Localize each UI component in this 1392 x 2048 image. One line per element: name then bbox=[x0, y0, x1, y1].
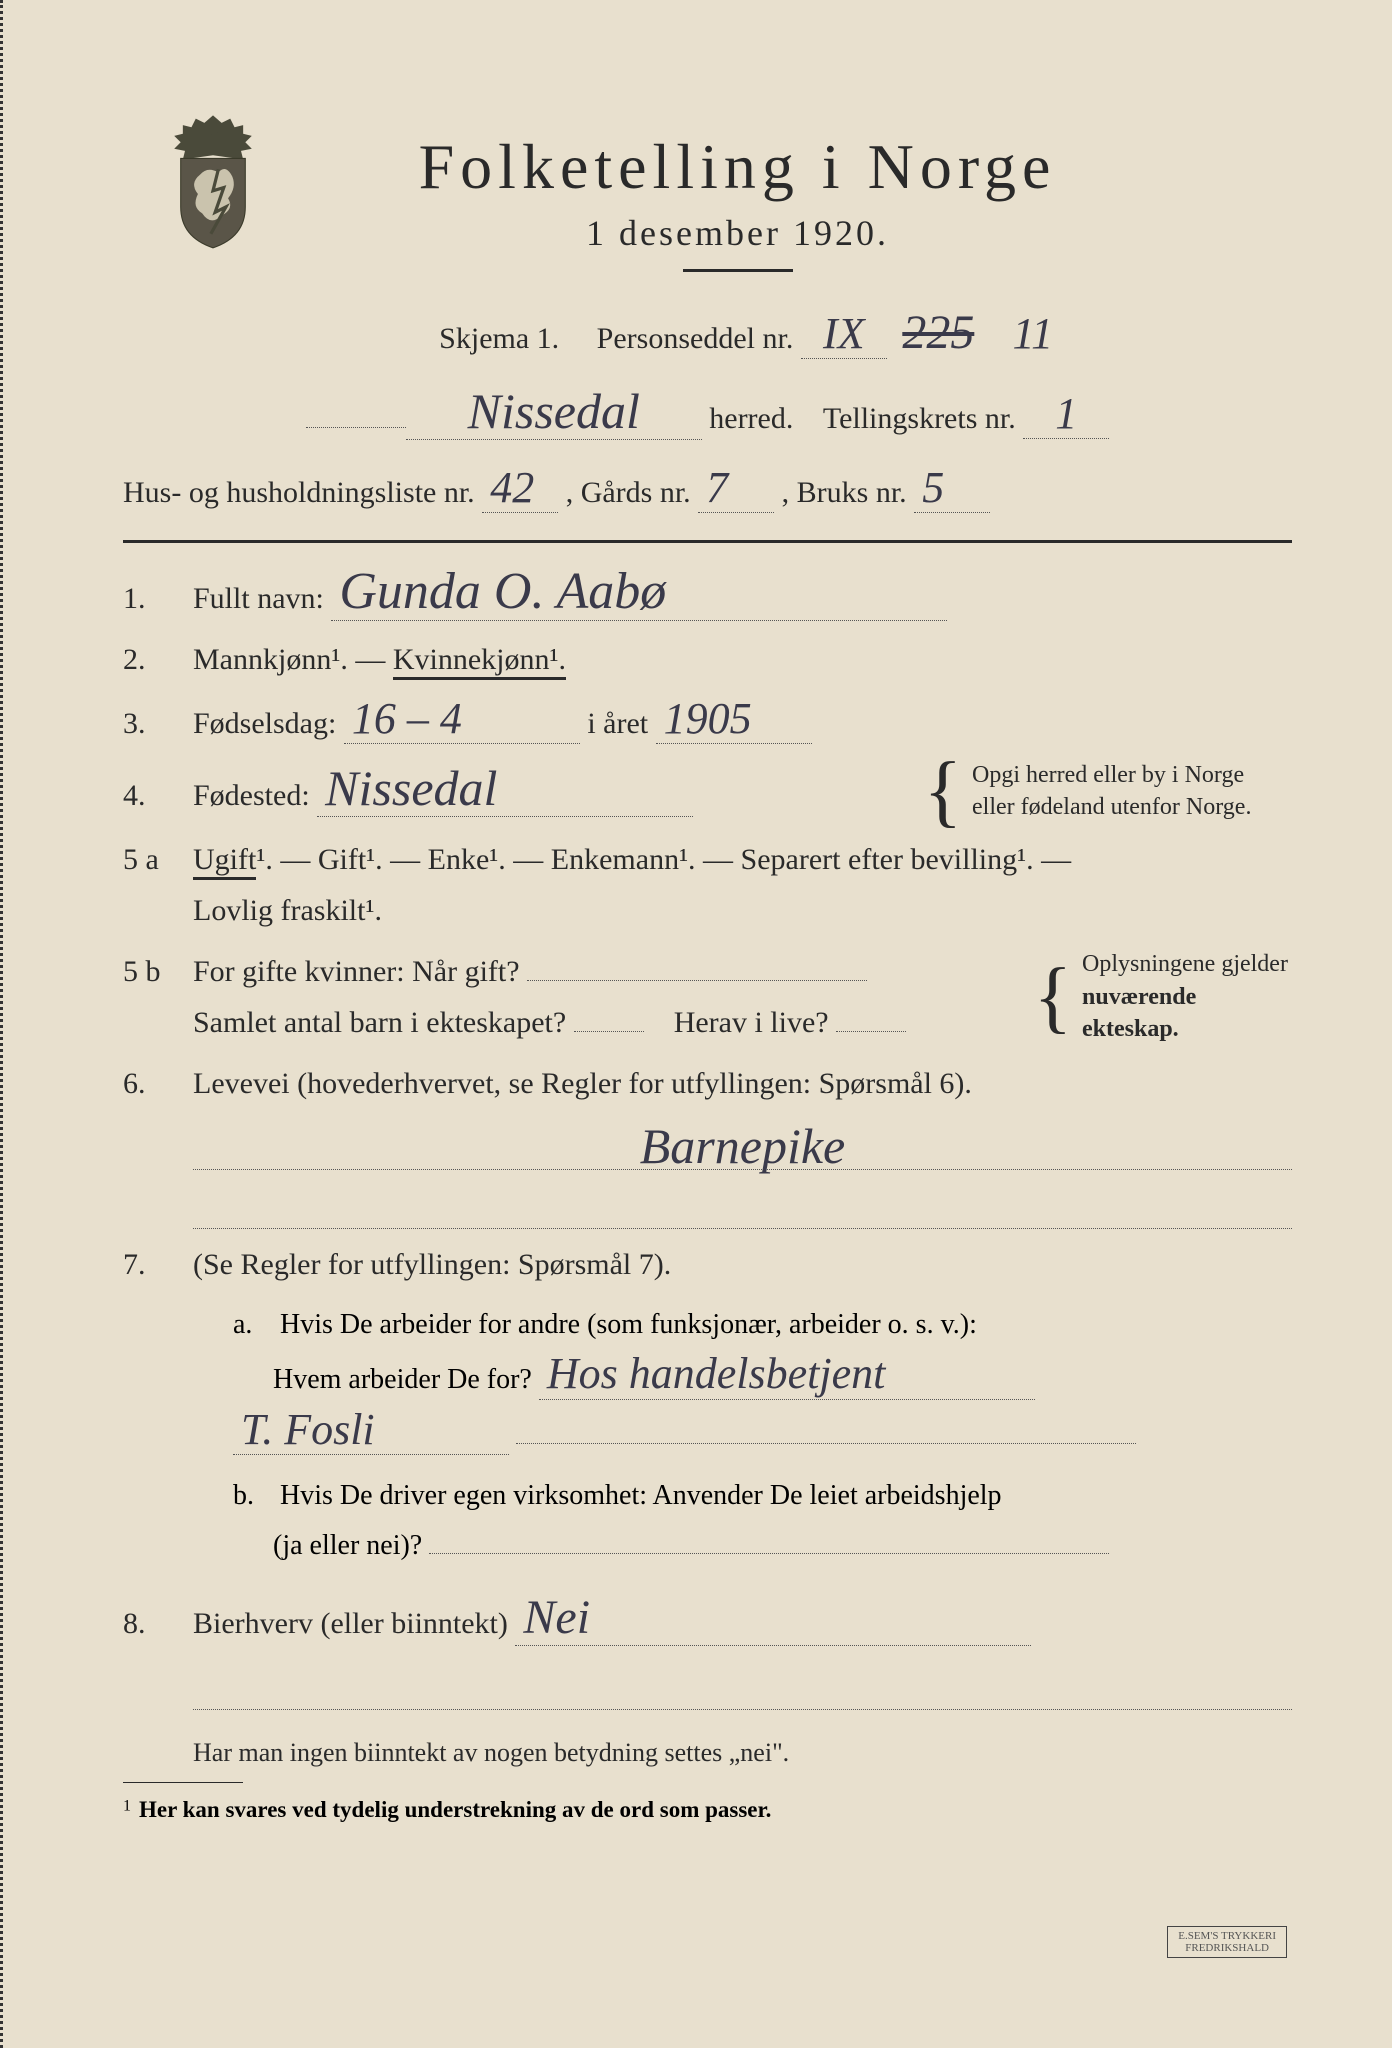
q3-num: 3. bbox=[123, 698, 193, 749]
q7a-value2: T. Fosli bbox=[233, 1406, 509, 1455]
q1-name: 1. Fullt navn: Gunda O. Aabø bbox=[123, 563, 1292, 624]
norway-coat-of-arms-icon bbox=[158, 110, 268, 250]
q1-value: Gunda O. Aabø bbox=[331, 563, 947, 621]
q8-secondary-income: 8. Bierhverv (eller biinntekt) Nei bbox=[123, 1592, 1292, 1649]
personseddel-label: Personseddel nr. bbox=[597, 322, 794, 355]
q6-label: Levevei (hovederhvervet, se Regler for u… bbox=[193, 1058, 1292, 1109]
q4-birthplace: 4. Fødested: Nissedal { Opgi herred elle… bbox=[123, 759, 1292, 824]
brace-icon: { bbox=[1034, 973, 1072, 1021]
herred-line: Nissedal herred. Tellingskrets nr. 1 bbox=[123, 384, 1292, 446]
footnote-line: 1 Her kan svares ved tydelig understrekn… bbox=[123, 1797, 1292, 1823]
tellingskrets-nr: 1 bbox=[1023, 390, 1109, 439]
q6-occupation: 6. Levevei (hovederhvervet, se Regler fo… bbox=[123, 1058, 1292, 1109]
q3-label: Fødselsdag: bbox=[193, 707, 336, 740]
q4-label: Fødested: bbox=[193, 779, 310, 812]
q5b-line2b: Herav i live? bbox=[674, 1006, 829, 1039]
q2-gender: 2. Mannkjønn¹. — Kvinnekjønn¹. bbox=[123, 634, 1292, 685]
q7b-text2: (ja eller nei)? bbox=[273, 1530, 422, 1561]
q1-num: 1. bbox=[123, 573, 193, 624]
q7b-text: Hvis De driver egen virksomhet: Anvender… bbox=[280, 1480, 1002, 1511]
brace-icon: { bbox=[924, 767, 962, 815]
personseddel-nr-struck: 225 bbox=[894, 307, 982, 360]
q7b-label: b. bbox=[233, 1471, 273, 1521]
q2-num: 2. bbox=[123, 634, 193, 685]
q5b-num: 5 b bbox=[123, 946, 193, 997]
q5a-marital: 5 a Ugift¹. — Gift¹. — Enke¹. — Enkemann… bbox=[123, 834, 1292, 936]
household-line: Hus- og husholdningsliste nr. 42 , Gårds… bbox=[123, 464, 1292, 520]
q7a-value: Hos handelsbetjent bbox=[539, 1350, 1035, 1399]
blank-line bbox=[193, 1178, 1292, 1229]
q7a-text1: Hvis De arbeider for andre (som funksjon… bbox=[280, 1309, 977, 1340]
q5a-options2: Lovlig fraskilt¹. bbox=[193, 894, 382, 927]
q7a: a. Hvis De arbeider for andre (som funks… bbox=[173, 1300, 1292, 1572]
q3-day: 16 – 4 bbox=[344, 695, 580, 744]
q8-value: Nei bbox=[515, 1592, 1031, 1646]
q6-answer-line: Barnepike bbox=[193, 1119, 1292, 1170]
gards-nr: 7 bbox=[698, 464, 774, 513]
gards-label: , Gårds nr. bbox=[566, 476, 691, 509]
personseddel-nr-1: IX bbox=[801, 310, 887, 359]
q7-num: 7. bbox=[123, 1239, 193, 1290]
q1-label: Fullt navn: bbox=[193, 582, 324, 615]
q2-male-label: Mannkjønn¹. bbox=[193, 643, 348, 676]
q8-label: Bierhverv (eller biinntekt) bbox=[193, 1607, 508, 1640]
q7a-label: a. bbox=[233, 1300, 273, 1350]
q4-num: 4. bbox=[123, 770, 193, 821]
form-header: Folketelling i Norge 1 desember 1920. bbox=[183, 130, 1292, 272]
q2-female-label: Kvinnekjønn¹. bbox=[393, 643, 566, 680]
herred-value: Nissedal bbox=[406, 384, 702, 440]
bruks-label: , Bruks nr. bbox=[782, 476, 907, 509]
q5b-line2a: Samlet antal barn i ekteskapet? bbox=[193, 1006, 566, 1039]
tellingskrets-label: Tellingskrets nr. bbox=[823, 402, 1016, 435]
q5a-num: 5 a bbox=[123, 834, 193, 885]
schema-label: Skjema 1. bbox=[439, 322, 559, 355]
section-divider bbox=[123, 540, 1292, 543]
footnote-text: Her kan svares ved tydelig understreknin… bbox=[139, 1797, 771, 1822]
q4-value: Nissedal bbox=[317, 761, 693, 817]
q3-mid: i året bbox=[587, 707, 655, 740]
q5b-sidenote: Oplysningene gjelder nuværende ekteskap. bbox=[1082, 948, 1292, 1045]
personseddel-line: Skjema 1. Personseddel nr. IX 225 11 bbox=[223, 307, 1292, 366]
q7-employer: 7. (Se Regler for utfyllingen: Spørsmål … bbox=[123, 1239, 1292, 1290]
q6-value: Barnepike bbox=[632, 1119, 853, 1174]
q5b-married-women: 5 b For gifte kvinner: Når gift? Samlet … bbox=[123, 946, 1292, 1048]
q6-num: 6. bbox=[123, 1058, 193, 1109]
q7a-text2: Hvem arbeider De for? bbox=[273, 1364, 532, 1395]
husholdning-nr: 42 bbox=[482, 464, 558, 513]
census-form-page: Folketelling i Norge 1 desember 1920. Sk… bbox=[0, 0, 1392, 2048]
bruks-nr: 5 bbox=[914, 464, 990, 513]
form-title: Folketelling i Norge bbox=[183, 130, 1292, 204]
q3-year: 1905 bbox=[656, 695, 812, 744]
footnote-rule bbox=[123, 1782, 243, 1783]
herred-label: herred. bbox=[709, 402, 793, 435]
footnote-num: 1 bbox=[123, 1797, 131, 1814]
q3-birthdate: 3. Fødselsdag: 16 – 4 i året 1905 bbox=[123, 695, 1292, 749]
personseddel-nr-2: 11 bbox=[990, 310, 1076, 358]
q7-label: (Se Regler for utfyllingen: Spørsmål 7). bbox=[193, 1239, 1292, 1290]
q4-sidenote: Opgi herred eller by i Norge eller fødel… bbox=[972, 759, 1292, 824]
q5b-line1: For gifte kvinner: Når gift? bbox=[193, 955, 520, 988]
footer-note: Har man ingen biinntekt av nogen betydni… bbox=[193, 1730, 1292, 1768]
blank-line bbox=[193, 1659, 1292, 1710]
form-date: 1 desember 1920. bbox=[183, 212, 1292, 254]
printer-stamp: E.SEM'S TRYKKERI FREDRIKSHALD bbox=[1167, 1926, 1287, 1958]
husholdning-label: Hus- og husholdningsliste nr. bbox=[123, 476, 475, 509]
header-divider bbox=[683, 269, 793, 272]
q8-num: 8. bbox=[123, 1598, 193, 1649]
